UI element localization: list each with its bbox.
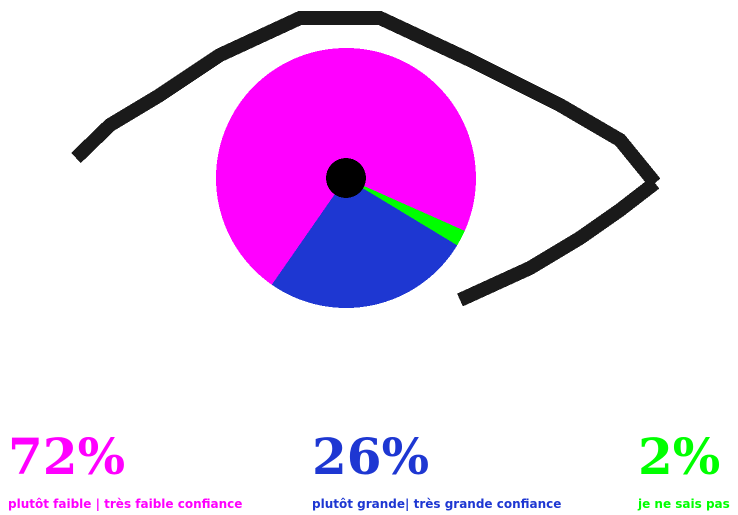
value-label: 72% bbox=[8, 427, 125, 486]
category-label: plutôt faible | très faible confiance bbox=[8, 497, 242, 511]
pie-slice bbox=[346, 178, 465, 246]
pie-slice bbox=[271, 178, 458, 308]
value-label: 2% bbox=[638, 427, 720, 486]
upper-lid bbox=[71, 11, 661, 188]
value-label: 26% bbox=[312, 427, 429, 486]
category-label: plutôt grande| très grande confiance bbox=[312, 497, 561, 511]
category-label: je ne sais pas bbox=[637, 497, 730, 511]
lower-lid bbox=[457, 177, 660, 307]
legend: 72% plutôt faible | très faible confiance… bbox=[8, 427, 730, 511]
pupil bbox=[326, 158, 366, 198]
